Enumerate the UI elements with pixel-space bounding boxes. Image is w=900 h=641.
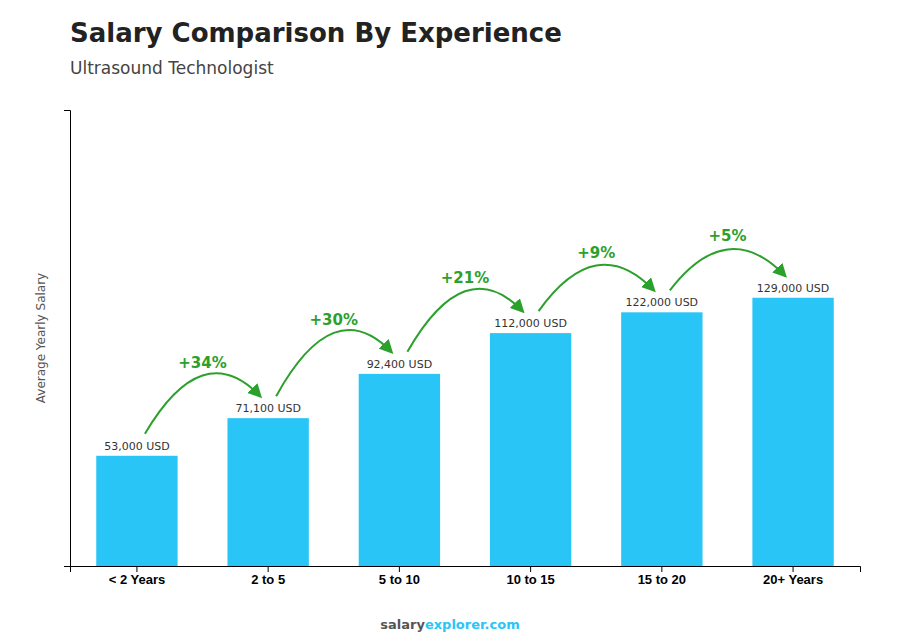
x-tick: < 2 Years [109,566,166,587]
x-tick-mark [268,566,269,572]
data-label: 53,000 USD [104,440,170,453]
x-tick-label: 2 to 5 [251,572,285,587]
annotation-arrow [539,265,654,311]
annotation-label: +34% [178,354,226,372]
x-tick-mark [661,566,662,572]
annotation-arrow [670,249,785,290]
annotation-label: +30% [310,311,358,329]
x-tick-label: 15 to 20 [638,572,686,587]
x-axis: < 2 Years 2 to 5 5 to 10 10 to 15 15 to 20 20… [71,566,861,587]
watermark-part: salary [380,617,425,632]
bar [359,374,440,566]
x-axis-line [71,567,861,573]
x-tick-label: 10 to 15 [506,572,554,587]
x-tick-mark [793,566,794,572]
x-tick: 5 to 10 [379,566,420,587]
subtitle: Ultrasound Technologist [70,58,274,78]
annotation-arrow [276,330,391,396]
annotations: +34% +30% +21% +9% +5% [145,227,785,433]
x-tick: 20+ Years [763,566,823,587]
chart: Salary Comparison By Experience Ultrasoun… [0,0,900,641]
x-tick-label: < 2 Years [109,572,166,587]
bar [96,456,177,566]
data-label: 92,400 USD [367,358,433,371]
x-tick: 10 to 15 [506,566,554,587]
watermark-part: explorer.com [425,617,520,632]
annotation-arrow [407,289,522,352]
annotation-arrow [145,373,260,433]
data-label: 71,100 USD [235,402,301,415]
data-label: 122,000 USD [626,296,699,309]
x-tick-mark [136,566,137,572]
annotation-label: +9% [577,244,615,262]
bar [227,418,308,566]
data-label: 112,000 USD [494,317,567,330]
watermark: salaryexplorer.com [380,617,519,632]
bar [621,312,702,566]
bar [490,333,571,566]
y-axis-title: Average Yearly Salary [34,273,48,403]
x-tick-mark [530,566,531,572]
plot: < 2 Years 2 to 5 5 to 10 10 to 15 15 to 20 20… [34,111,861,588]
bar [752,298,833,566]
title: Salary Comparison By Experience [70,18,562,48]
y-axis [64,111,71,567]
x-tick-mark [399,566,400,572]
x-tick: 2 to 5 [251,566,285,587]
x-tick-label: 20+ Years [763,572,823,587]
bars [96,298,834,566]
y-axis-line [64,111,71,567]
annotation-label: +5% [708,227,746,245]
data-labels: 53,000 USD 71,100 USD 92,400 USD 112,000 US… [104,282,829,453]
x-tick: 15 to 20 [638,566,686,587]
x-tick-label: 5 to 10 [379,572,420,587]
annotation-label: +21% [441,269,489,287]
data-label: 129,000 USD [757,282,830,295]
